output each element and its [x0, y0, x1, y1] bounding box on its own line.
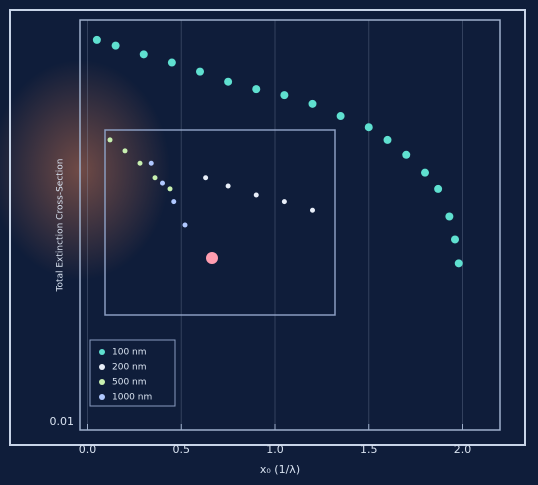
point: [364, 123, 373, 132]
highlight-dot: [206, 252, 218, 264]
point: [148, 160, 154, 166]
plot-area: [79, 19, 501, 431]
legend-label: 100 nm: [112, 348, 147, 358]
point: [383, 135, 392, 144]
x-axis-label: x₀ (1/λ): [260, 463, 300, 476]
point: [445, 212, 454, 221]
point: [280, 91, 289, 100]
glare: [0, 60, 170, 280]
legend-swatch: [99, 349, 105, 355]
legend-swatch: [99, 364, 105, 370]
legend-label: 1000 nm: [112, 393, 152, 403]
x-tick-label: 0.5: [173, 443, 191, 456]
point: [171, 199, 177, 205]
point: [92, 35, 101, 44]
point: [111, 41, 120, 50]
frame: [9, 9, 526, 446]
point: [152, 175, 158, 181]
point: [310, 207, 315, 213]
legend-label: 200 nm: [112, 363, 147, 373]
point: [122, 148, 128, 154]
point: [402, 150, 411, 159]
point: [421, 168, 429, 177]
x-tick-label: 1.0: [266, 443, 284, 456]
point: [281, 199, 287, 205]
point: [160, 180, 165, 186]
legend-swatch: [99, 379, 105, 385]
point: [434, 184, 443, 193]
point: [182, 222, 188, 228]
point: [225, 183, 231, 189]
y-axis-label: Total Extinction Cross-Section: [56, 158, 66, 292]
legend-swatch: [99, 394, 105, 400]
x-tick-label: 0.0: [79, 443, 97, 456]
point: [252, 85, 261, 94]
point: [167, 58, 176, 67]
point: [139, 50, 148, 59]
point: [253, 192, 259, 198]
legend-label: 500 nm: [112, 378, 147, 388]
point: [224, 77, 233, 86]
point: [454, 259, 463, 268]
x-tick-label: 1.5: [360, 443, 378, 456]
point: [167, 186, 173, 192]
point: [203, 175, 209, 181]
inset-frame: [104, 129, 336, 316]
legend-box: [89, 339, 176, 407]
point: [308, 99, 317, 108]
x-tick-label: 2.0: [454, 443, 472, 456]
point: [336, 112, 345, 121]
y-tick-label: 0.01: [50, 415, 75, 428]
point: [196, 67, 204, 76]
point: [451, 235, 459, 244]
point: [137, 160, 143, 166]
point: [107, 137, 113, 143]
